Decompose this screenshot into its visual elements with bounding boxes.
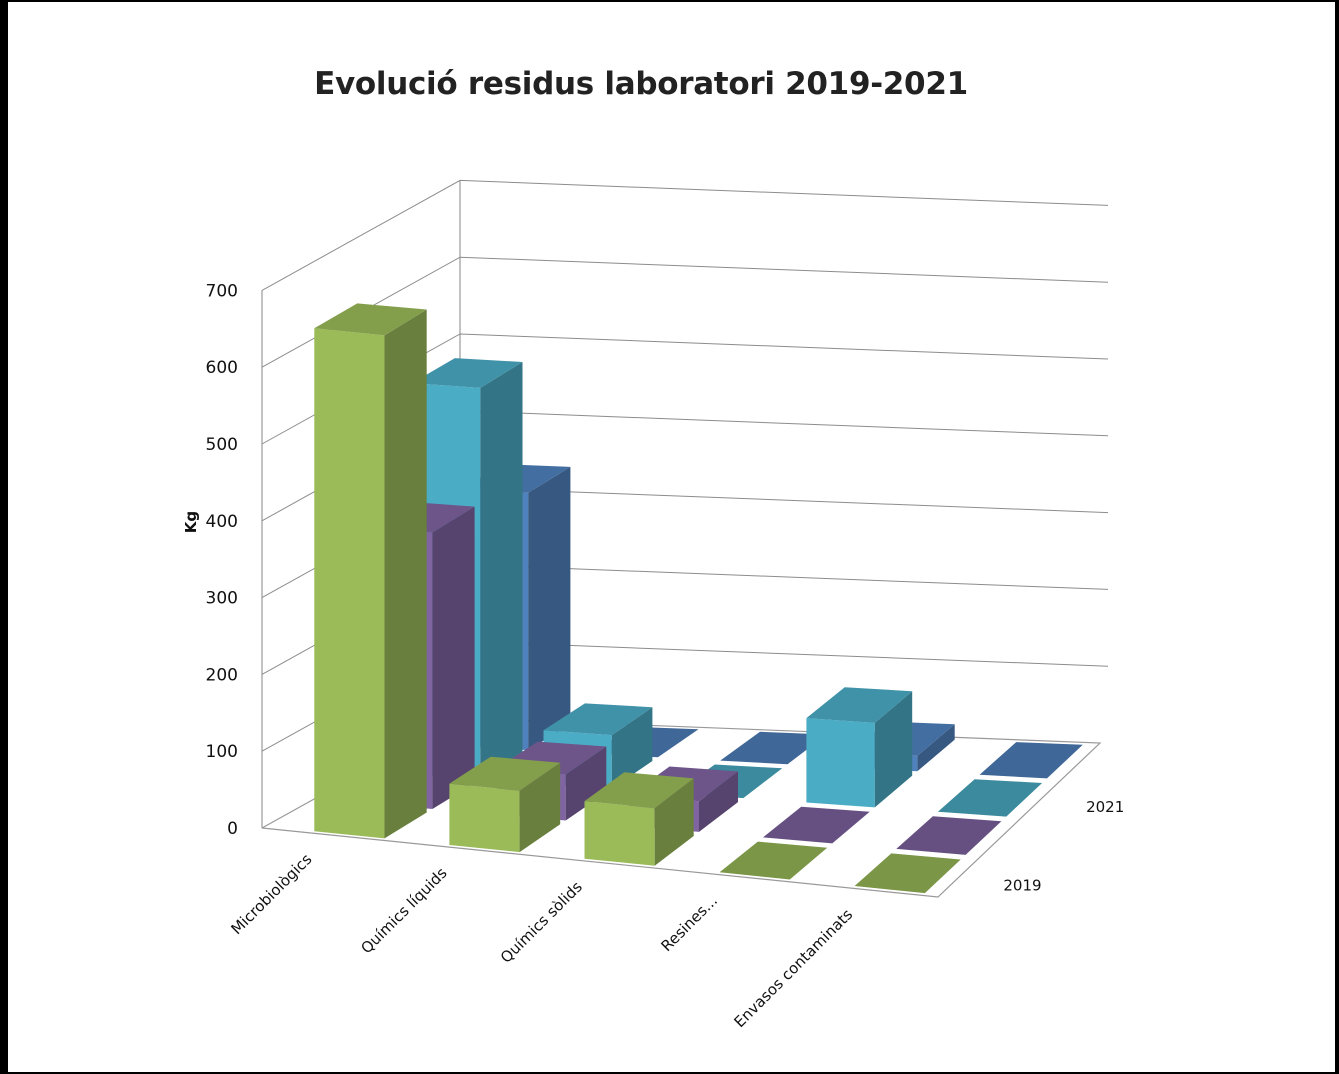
y-axis-label: Kg bbox=[182, 511, 200, 533]
y-tick-label: 400 bbox=[206, 512, 238, 532]
bar-side-face bbox=[611, 707, 653, 789]
bar bbox=[449, 756, 561, 853]
y-tick-label: 700 bbox=[206, 281, 238, 301]
bar-side-face bbox=[565, 746, 607, 821]
y-axis-ticks: 0 100 200 300 400 500 600 700 bbox=[206, 281, 238, 839]
depth-axis-labels: 2019 2021 bbox=[1003, 798, 1124, 895]
x-category-label: Resines... bbox=[658, 892, 722, 956]
y-tick-label: 600 bbox=[206, 358, 238, 378]
y-tick-label: 200 bbox=[206, 665, 238, 685]
x-category-label: Químics sòlids bbox=[497, 878, 586, 967]
bar-flat-face bbox=[979, 742, 1083, 779]
bar-side-face bbox=[917, 724, 955, 772]
gridline bbox=[261, 179, 1109, 291]
bar-flat-face bbox=[937, 779, 1043, 817]
bar-front-face bbox=[584, 801, 655, 866]
x-category-label: Químics líquids bbox=[357, 864, 450, 957]
x-axis-categories: Microbiològics Químics líquids Químics sòl… bbox=[228, 850, 857, 1031]
depth-axis-label: 2021 bbox=[1086, 798, 1124, 816]
bar bbox=[314, 303, 427, 839]
bar-side-face bbox=[654, 778, 694, 866]
y-tick-label: 500 bbox=[206, 435, 238, 455]
bar-front-face bbox=[314, 328, 385, 839]
bar-top-face bbox=[449, 756, 561, 791]
bar bbox=[806, 687, 913, 808]
bar-side-face bbox=[528, 466, 571, 751]
bar-flat-face bbox=[719, 841, 828, 880]
bar-front-face bbox=[449, 783, 520, 853]
bar bbox=[937, 779, 1043, 817]
bar-top-face bbox=[412, 358, 523, 388]
bar-top-face bbox=[314, 303, 427, 336]
bar-flat-face bbox=[896, 816, 1002, 855]
bar-side-face bbox=[519, 762, 561, 853]
bar-top-face bbox=[806, 687, 913, 723]
depth-axis-label: 2019 bbox=[1003, 877, 1041, 895]
bar-side-face bbox=[384, 309, 427, 839]
bar-side-face bbox=[432, 506, 475, 809]
bar-flat-face bbox=[854, 853, 961, 894]
y-tick-label: 300 bbox=[206, 589, 238, 609]
bar-top-face bbox=[543, 703, 653, 736]
x-category-label: Microbiològics bbox=[228, 850, 316, 938]
bar bbox=[854, 853, 961, 894]
bar bbox=[719, 841, 828, 880]
y-tick-label: 0 bbox=[227, 819, 238, 839]
bar-top-face bbox=[584, 772, 694, 809]
chart-bars bbox=[314, 303, 1083, 894]
bar-side-face bbox=[874, 691, 913, 808]
bar bbox=[896, 816, 1002, 855]
bar bbox=[720, 731, 827, 765]
bar-side-face bbox=[699, 771, 738, 832]
chart-title: Evolució residus laboratori 2019-2021 bbox=[314, 66, 968, 102]
y-tick-label: 100 bbox=[206, 742, 238, 762]
bar-flat-face bbox=[720, 731, 827, 765]
bar bbox=[763, 806, 870, 844]
bar-flat-face bbox=[763, 806, 870, 844]
bar-side-face bbox=[480, 362, 523, 780]
x-category-label: Envasos contaminats bbox=[730, 905, 856, 1031]
bar bbox=[979, 742, 1083, 779]
bar bbox=[584, 772, 694, 866]
bar-front-face bbox=[806, 718, 875, 808]
